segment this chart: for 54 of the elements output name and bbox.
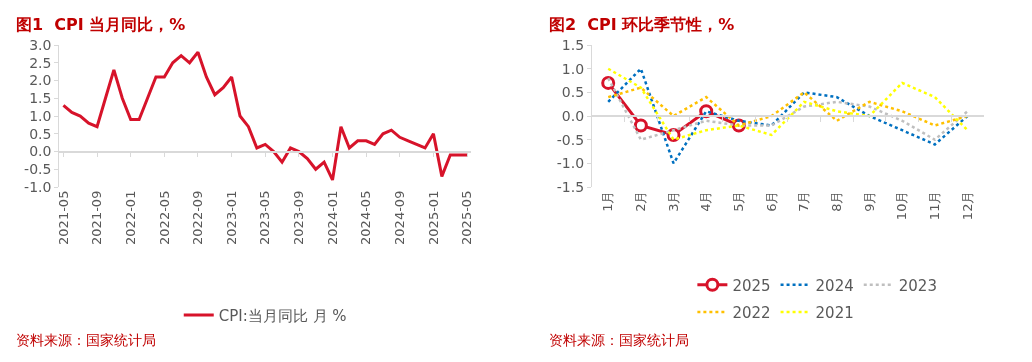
y-tick-label: -1.0	[24, 178, 52, 195]
chart-title: 图1 CPI 当月同比，%	[16, 15, 186, 34]
y-tick-label: 1.5	[29, 90, 52, 107]
x-tick-label: 2021-05	[55, 190, 71, 245]
x-tick-label: 2023-09	[291, 190, 307, 245]
x-tick-label: 2024-05	[358, 190, 374, 245]
x-tick-label: 10月	[894, 190, 910, 221]
x-tick-label: 2024-09	[392, 190, 408, 245]
x-tick-label: 7月	[796, 190, 812, 212]
legend-label: 2023	[898, 276, 937, 295]
y-tick-label: 0.5	[29, 125, 52, 142]
line-series	[61, 50, 469, 182]
y-tick-label: 2.5	[29, 54, 52, 71]
y-tick-label: 1.5	[561, 36, 585, 53]
x-tick-label: 2021-09	[89, 190, 105, 245]
y-tick-label: -1.0	[556, 155, 585, 172]
y-tick-label: 1.0	[561, 60, 585, 77]
y-tick-label: 0.0	[561, 107, 585, 124]
x-tick-label: 2025-05	[459, 190, 475, 245]
chart-title: 图2 CPI 环比季节性，%	[549, 15, 735, 34]
legend-label: 2021	[815, 303, 854, 322]
x-tick-label: 2022-09	[190, 190, 206, 245]
y-tick-label: 0.0	[29, 143, 52, 160]
x-tick-label: 2022-05	[156, 190, 172, 245]
legend-label: CPI:当月同比 月 %	[218, 306, 347, 325]
x-tick-label: 12月	[959, 190, 975, 221]
y-tick-label: -0.5	[556, 131, 585, 148]
line-series	[606, 67, 969, 165]
y-tick-label: -1.5	[556, 178, 585, 195]
legend-label: 2025	[732, 276, 771, 295]
x-tick-label: 2月	[633, 190, 649, 212]
y-tick-label: 3.0	[29, 36, 52, 53]
x-tick-label: 1月	[600, 190, 616, 212]
text: 资料来源：国家统计局	[549, 332, 689, 348]
x-tick-label: 2023-01	[223, 190, 239, 245]
x-tick-label: 2024-01	[324, 190, 340, 245]
y-tick-label: 2.0	[29, 72, 52, 89]
y-tick-label: 0.5	[561, 84, 585, 101]
x-tick-label: 8月	[829, 190, 845, 212]
x-tick-label: 11月	[927, 190, 943, 221]
legend-label: 2024	[815, 276, 854, 295]
y-tick-label: -0.5	[24, 161, 52, 178]
x-tick-label: 2025-01	[425, 190, 441, 245]
y-tick-label: 1.0	[29, 107, 52, 124]
text: 资料来源：国家统计局	[16, 332, 156, 348]
legend-label: 2022	[732, 303, 771, 322]
x-tick-label: 2023-05	[257, 190, 273, 245]
point	[633, 118, 648, 133]
x-tick-label: 3月	[665, 190, 681, 212]
x-tick-label: 6月	[763, 190, 779, 212]
x-tick-label: 4月	[698, 190, 714, 212]
x-tick-label: 5月	[731, 190, 747, 212]
x-tick-label: 9月	[861, 190, 877, 212]
x-tick-label: 2022-01	[122, 190, 138, 245]
